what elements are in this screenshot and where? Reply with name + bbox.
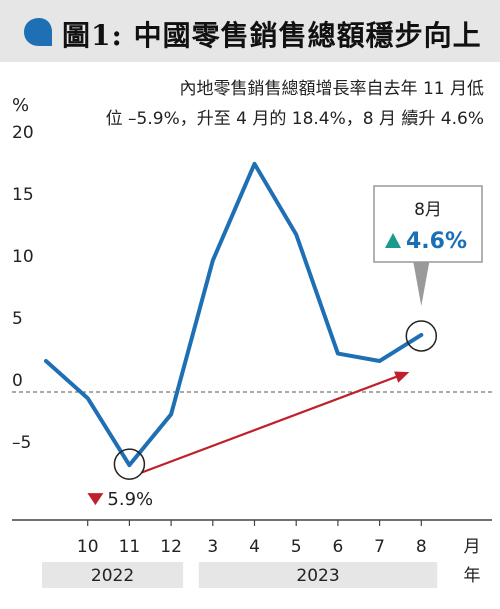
year-band [42, 562, 184, 588]
y-tick-label: 0 [12, 371, 23, 391]
x-tick-label: 10 [77, 537, 99, 557]
series-line [44, 161, 424, 468]
year-label: 2023 [296, 566, 339, 586]
low-value-label: 5.9% [107, 489, 153, 510]
low-point-circle [113, 448, 146, 480]
x-tick-label: 5 [291, 537, 302, 557]
y-tick-label: 5 [12, 309, 23, 329]
x-tick-label: 3 [207, 537, 218, 557]
year-unit: 年 [464, 566, 481, 586]
x-tick-label: 8 [416, 537, 427, 557]
year-band [198, 562, 438, 588]
callout-pointer [413, 262, 430, 306]
trend-arrow-line [141, 373, 404, 474]
chart-marks [44, 161, 483, 506]
year-label: 2022 [91, 566, 134, 586]
x-tick-label: 4 [249, 537, 260, 557]
x-tick-label: 7 [374, 537, 385, 557]
title-bar: 圖1: 中國零售銷售總額穩步向上 [0, 0, 500, 62]
chart-title: 圖1: 中國零售銷售總額穩步向上 [62, 19, 482, 52]
x-axis-unit: 月 [464, 537, 481, 557]
axes [12, 391, 492, 588]
y-tick-label: –5 [12, 433, 31, 453]
y-tick-label: 10 [12, 247, 34, 267]
latest-point-circle [405, 320, 438, 352]
chart-subtitle-line-1: 內地零售銷售總額增長率自去年 11 月低 [179, 79, 484, 99]
chart-subtitle-line-2: 位 –5.9%，升至 4 月的 18.4%，8 月 續升 4.6% [105, 109, 484, 129]
down-triangle-icon [87, 493, 104, 506]
x-tick-label: 12 [160, 537, 182, 557]
x-tick-label: 11 [119, 537, 141, 557]
trend-arrow-head [394, 371, 410, 383]
callout-month-label: 8月 [414, 200, 442, 220]
y-tick-label: 15 [12, 185, 34, 205]
y-axis-unit: % [12, 95, 30, 116]
y-tick-label: 20 [12, 123, 34, 143]
callout-value-label: 4.6% [406, 229, 467, 254]
up-triangle-icon [385, 233, 401, 248]
speech-bubble-icon [24, 18, 52, 46]
x-tick-label: 6 [332, 537, 343, 557]
callout-box [373, 185, 483, 263]
